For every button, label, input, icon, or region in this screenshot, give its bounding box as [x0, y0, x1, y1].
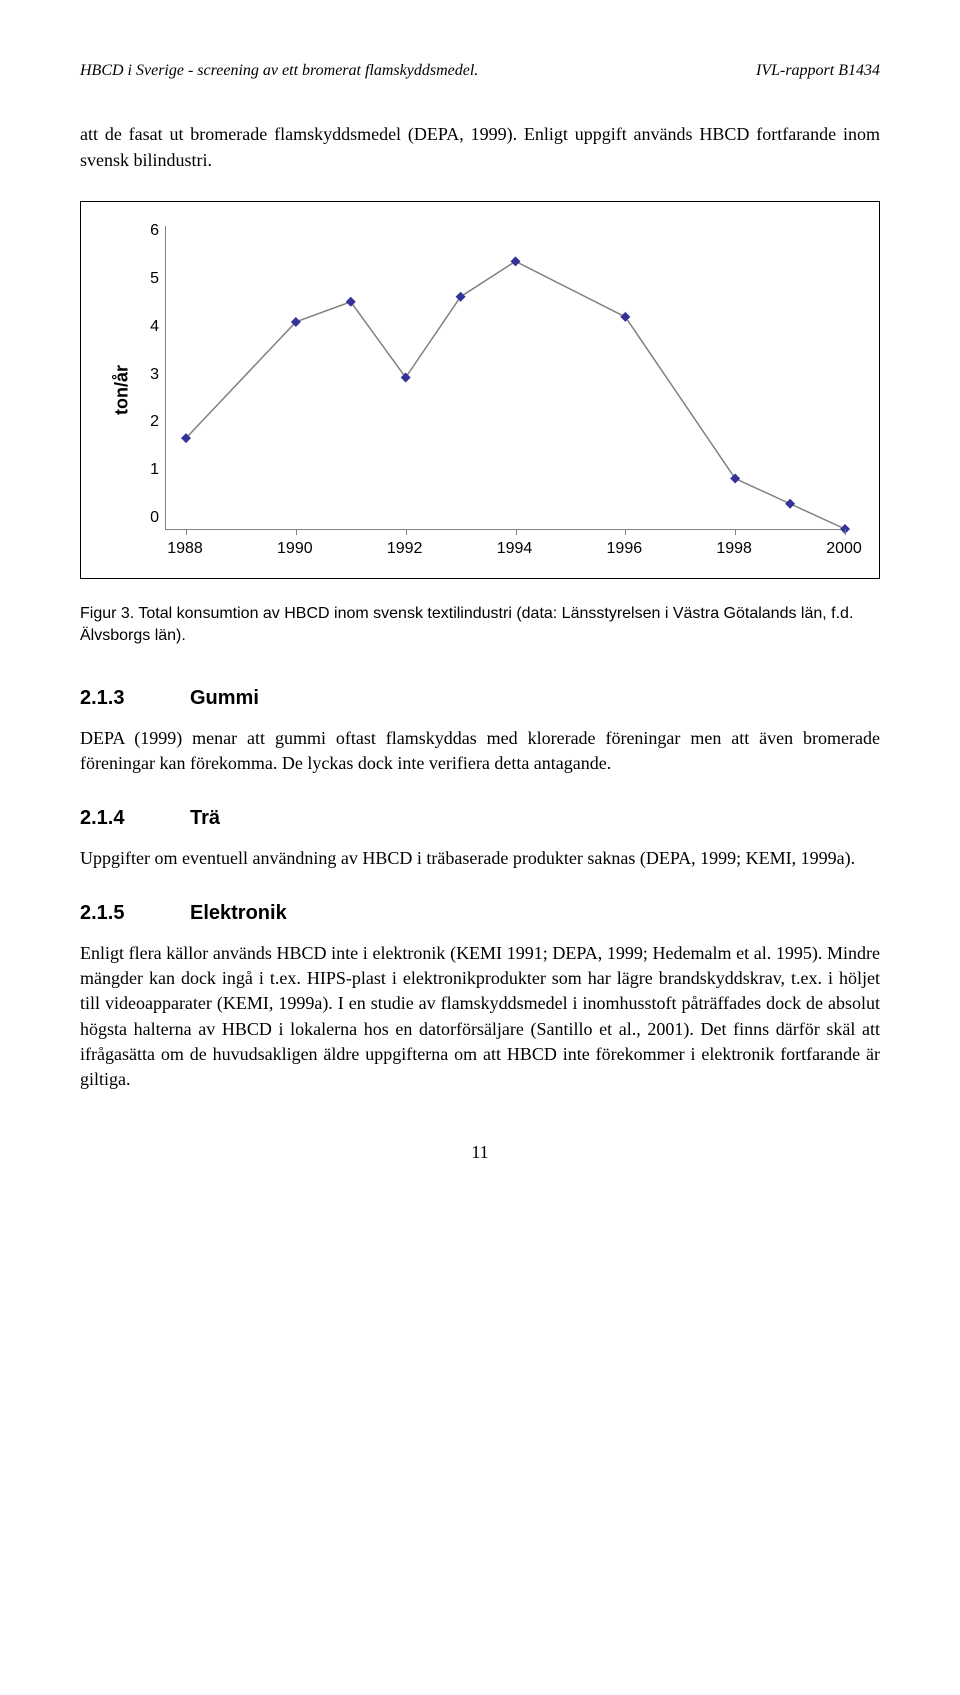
section-title: Trä [190, 807, 220, 829]
y-tick-label: 5 [133, 268, 159, 290]
figure-caption: Figur 3. Total konsumtion av HBCD inom s… [80, 603, 880, 648]
x-tick-label: 1990 [277, 538, 313, 560]
section-number: 2.1.4 [80, 804, 190, 832]
section-heading: 2.1.5Elektronik [80, 899, 880, 927]
y-tick-label: 1 [133, 459, 159, 481]
y-tick-label: 0 [133, 507, 159, 529]
section-number: 2.1.5 [80, 899, 190, 927]
y-axis-label: ton/år [109, 365, 134, 415]
section-body: Uppgifter om eventuell användning av HBC… [80, 846, 880, 871]
section-body: DEPA (1999) menar att gummi oftast flams… [80, 726, 880, 776]
y-tick-label: 3 [133, 364, 159, 386]
chart-svg [166, 226, 845, 529]
chart: ton/år 0 1 2 3 4 5 6 1988 1990 1992 1994 1996 1998 2… [105, 220, 855, 560]
y-axis-ticks: 0 1 2 3 4 5 6 [133, 220, 159, 530]
x-tick-label: 1992 [387, 538, 423, 560]
chart-frame: ton/år 0 1 2 3 4 5 6 1988 1990 1992 1994 1996 1998 2… [80, 201, 880, 579]
intro-paragraph: att de fasat ut bromerade flamskyddsmede… [80, 122, 880, 172]
section-heading: 2.1.4Trä [80, 804, 880, 832]
page-number: 11 [80, 1140, 880, 1165]
x-tick-label: 1994 [497, 538, 533, 560]
y-tick-label: 2 [133, 411, 159, 433]
x-tick-label: 1988 [167, 538, 203, 560]
section-title: Gummi [190, 687, 259, 709]
x-tick-label: 1996 [607, 538, 643, 560]
y-tick-label: 4 [133, 316, 159, 338]
x-tick-label: 1998 [716, 538, 752, 560]
section-number: 2.1.3 [80, 684, 190, 712]
plot-area [165, 226, 845, 530]
x-axis-ticks: 1988199019921994199619982000 [165, 534, 845, 560]
x-tick-label: 2000 [826, 538, 862, 560]
y-tick-label: 6 [133, 220, 159, 242]
section-body: Enligt flera källor används HBCD inte i … [80, 941, 880, 1092]
running-header: HBCD i Sverige - screening av ett bromer… [80, 60, 880, 82]
section-heading: 2.1.3Gummi [80, 684, 880, 712]
header-right: IVL-rapport B1434 [756, 60, 880, 82]
sections-container: 2.1.3Gummi DEPA (1999) menar att gummi of… [80, 684, 880, 1093]
header-left: HBCD i Sverige - screening av ett bromer… [80, 60, 478, 82]
section-title: Elektronik [190, 902, 287, 924]
